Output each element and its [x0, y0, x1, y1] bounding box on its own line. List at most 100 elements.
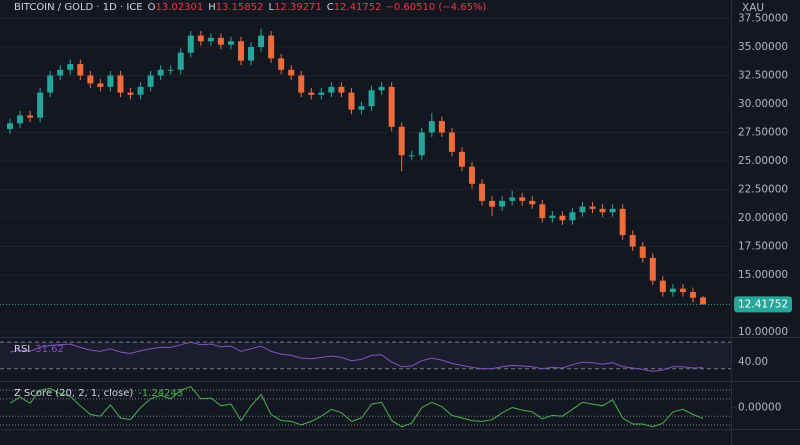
candle-body [227, 41, 234, 45]
candle-body [519, 197, 526, 201]
band-fill [0, 342, 731, 369]
chart-title: BITCOIN / GOLD · 1D · ICE [14, 2, 143, 13]
candle-body [438, 121, 445, 133]
indicator-value: 31.62 [35, 344, 64, 355]
ohlc-name: L [268, 2, 274, 13]
candle-body [268, 35, 275, 59]
candle-body [127, 92, 134, 95]
indicator-header: RSI 31.62 [14, 344, 64, 355]
y-tick-label: 27.50000 [738, 126, 788, 138]
y-tick-label: 40.00 [738, 356, 768, 368]
candle-body [338, 86, 345, 93]
candle-body [589, 206, 596, 209]
candle-body [378, 86, 385, 91]
candle-body [298, 75, 305, 93]
y-tick-label: 0.00000 [738, 402, 781, 414]
candle-body [238, 41, 244, 61]
axis-label: XAU [742, 2, 764, 14]
candle-body [549, 215, 556, 218]
candle-body [639, 246, 646, 258]
y-tick-label: 17.50000 [738, 240, 788, 252]
candle-body [469, 166, 475, 184]
ohlc-name: H [208, 2, 216, 13]
candle-body [17, 115, 24, 124]
candle-body [97, 83, 104, 87]
candle-body [47, 75, 54, 93]
candle-body [107, 75, 114, 87]
candle-body [318, 92, 325, 95]
candle-body [609, 208, 616, 213]
candle-body [348, 92, 355, 110]
header: BITCOIN / GOLD · 1D · ICE O13.02301 H13.15… [14, 2, 486, 13]
candle-body [398, 126, 405, 156]
candle-body [479, 183, 486, 201]
candle-body [559, 215, 566, 221]
candle-body [649, 257, 656, 281]
indicator-line [9, 386, 704, 428]
ohlc-value: 13.15852 [216, 2, 264, 13]
candle-body [197, 35, 204, 42]
candle-body [77, 64, 84, 76]
candle-body [579, 206, 586, 213]
indicator-title: Z Score (20, 2, 1, close) [14, 388, 133, 399]
last-price-pill [734, 296, 792, 313]
ohlc-value: 13.02301 [156, 2, 204, 13]
candle-body [408, 155, 415, 157]
candle-body [629, 235, 636, 247]
candle-body [308, 92, 315, 95]
candle-body [599, 208, 606, 213]
ohlc-value: 12.39271 [274, 2, 322, 13]
candle-body [288, 69, 295, 76]
candle-body [418, 132, 425, 156]
candle-body [258, 35, 265, 47]
y-tick-label: 25.00000 [738, 155, 788, 167]
candle-body [147, 75, 154, 87]
y-tick-label: 32.50000 [738, 69, 788, 81]
ohlc-name: C [327, 2, 334, 13]
candle-body [669, 288, 676, 293]
candle-body [700, 297, 706, 305]
candle-body [87, 75, 94, 84]
candle-body [679, 288, 686, 293]
indicator-title: RSI [14, 344, 30, 355]
change: −0.60510 (−4.65%) [385, 2, 486, 13]
candle-body [358, 106, 365, 110]
candle-body [137, 86, 144, 95]
candle-body [448, 132, 455, 152]
candle-body [37, 92, 44, 118]
y-tick-label: 35.00000 [738, 41, 788, 53]
candle-body [217, 37, 224, 45]
candle-body [207, 37, 214, 42]
candle-body [278, 58, 285, 70]
candle-body [368, 90, 375, 107]
candle-body [67, 64, 74, 70]
indicator-line [9, 341, 704, 372]
y-tick-label: 10.00000 [738, 326, 788, 338]
ohlc-value: 12.41752 [334, 2, 382, 13]
candle-body [167, 69, 174, 71]
candle-body [27, 115, 34, 118]
ohlc-name: O [148, 2, 156, 13]
candle-body [539, 204, 546, 218]
last-price-label: 12.41752 [738, 298, 788, 310]
indicator-header: Z Score (20, 2, 1, close) -1.24243 [14, 388, 183, 399]
candle-body [117, 75, 124, 93]
candle-body [458, 151, 465, 167]
candle-body [7, 123, 13, 130]
candle-body [428, 121, 435, 133]
y-tick-label: 20.00000 [738, 212, 788, 224]
candle-body [509, 197, 516, 201]
candle-body [499, 200, 506, 207]
candle-body [569, 212, 576, 221]
candle-body [187, 35, 194, 53]
candle-body [388, 86, 395, 127]
indicator-value: -1.24243 [138, 388, 183, 399]
candle-body [689, 292, 696, 298]
y-tick-label: 22.50000 [738, 183, 788, 195]
y-tick-label: 30.00000 [738, 98, 788, 110]
candle-body [157, 69, 164, 76]
candle-body [57, 69, 64, 76]
candle-body [248, 46, 255, 61]
